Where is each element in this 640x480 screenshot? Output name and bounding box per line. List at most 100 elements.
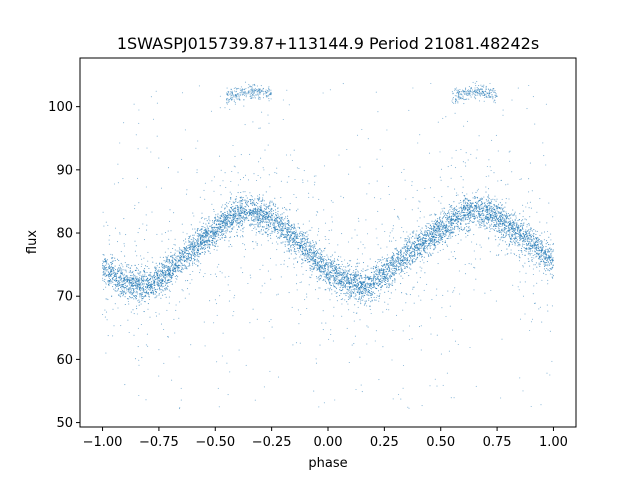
data-point — [338, 266, 340, 268]
data-point — [375, 299, 377, 301]
data-point — [362, 292, 364, 295]
data-point — [341, 260, 343, 263]
data-point — [497, 207, 499, 209]
data-point — [422, 241, 424, 243]
data-point — [354, 298, 356, 300]
data-point — [220, 219, 222, 221]
data-point — [364, 300, 366, 302]
data-point — [396, 250, 398, 252]
data-point — [228, 213, 230, 215]
data-point — [410, 268, 412, 270]
data-point — [143, 278, 145, 280]
data-point — [405, 267, 407, 269]
data-point — [551, 276, 553, 278]
data-point — [420, 247, 422, 249]
data-point — [452, 208, 454, 210]
data-point — [104, 275, 106, 277]
data-point — [295, 244, 297, 246]
data-point — [179, 248, 181, 250]
data-point — [318, 270, 320, 272]
data-point — [358, 262, 360, 264]
data-point — [212, 236, 214, 238]
data-point — [304, 244, 306, 246]
data-point — [102, 267, 104, 269]
data-point — [187, 254, 189, 256]
data-point — [462, 217, 464, 219]
data-point — [528, 251, 530, 253]
data-point — [540, 240, 542, 242]
data-point — [497, 203, 500, 205]
data-point — [398, 273, 400, 275]
data-point — [130, 292, 132, 294]
data-point — [381, 256, 383, 258]
data-point — [356, 274, 358, 276]
data-point — [310, 251, 312, 253]
data-point — [393, 273, 395, 275]
data-point — [193, 240, 195, 242]
data-point — [357, 289, 359, 291]
data-point — [153, 273, 156, 275]
data-point — [110, 268, 112, 271]
data-point — [188, 265, 190, 267]
data-point — [170, 251, 172, 253]
data-point — [325, 263, 328, 265]
data-point — [420, 242, 422, 244]
data-point — [273, 229, 276, 231]
data-point — [327, 279, 329, 281]
data-point — [126, 275, 128, 277]
data-point — [247, 204, 249, 207]
data-point — [252, 211, 254, 213]
data-point — [472, 210, 474, 212]
data-point — [392, 272, 394, 274]
data-point — [320, 261, 323, 263]
data-point — [154, 284, 156, 286]
data-points — [102, 81, 554, 410]
data-point — [224, 214, 226, 216]
data-point — [482, 207, 484, 210]
data-point — [176, 260, 178, 262]
data-point — [234, 210, 236, 212]
data-point — [371, 287, 373, 289]
data-point — [474, 198, 476, 200]
data-point — [404, 250, 407, 252]
data-point — [517, 226, 519, 228]
data-point — [155, 262, 157, 264]
data-point — [432, 228, 434, 230]
data-point — [196, 251, 198, 253]
data-point — [379, 268, 381, 270]
data-point — [148, 293, 150, 296]
data-point — [110, 280, 112, 282]
data-point — [237, 192, 239, 194]
data-point — [360, 297, 362, 299]
data-point — [500, 206, 502, 208]
data-point — [477, 201, 480, 203]
data-point — [177, 268, 179, 270]
data-point — [345, 276, 347, 278]
data-point — [210, 235, 212, 237]
data-point — [514, 235, 516, 237]
data-point — [536, 252, 538, 254]
data-point — [233, 219, 235, 221]
data-point — [310, 267, 312, 269]
data-point — [543, 268, 545, 270]
data-point — [142, 289, 144, 291]
data-point — [118, 264, 120, 266]
data-point — [281, 218, 283, 220]
data-point — [112, 260, 114, 262]
data-point — [237, 216, 239, 218]
data-point — [489, 224, 491, 226]
data-point — [281, 227, 283, 229]
data-point — [107, 266, 109, 268]
data-point — [166, 265, 168, 267]
data-point — [260, 207, 262, 209]
data-point — [441, 238, 443, 241]
data-point — [266, 233, 269, 235]
data-point — [313, 254, 315, 256]
data-point — [467, 227, 469, 229]
data-point — [257, 226, 259, 228]
data-point — [110, 273, 112, 275]
data-point — [105, 269, 107, 271]
data-point — [392, 268, 394, 270]
data-point — [216, 229, 218, 231]
data-point — [496, 225, 498, 228]
